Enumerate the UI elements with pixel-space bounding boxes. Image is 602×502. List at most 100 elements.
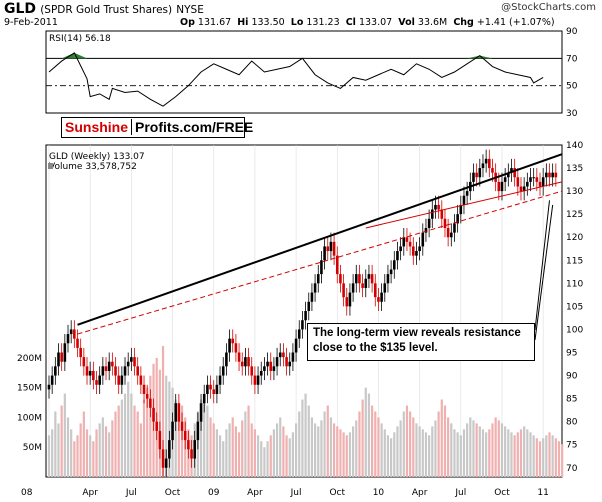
candle-body bbox=[47, 384, 51, 390]
candle-body bbox=[101, 366, 105, 376]
volume-bar bbox=[390, 438, 393, 477]
volume-bar bbox=[453, 429, 456, 477]
candle-body bbox=[548, 172, 551, 178]
rsi-tick-label: 70 bbox=[566, 54, 578, 64]
candle-body bbox=[85, 366, 89, 376]
candle-body bbox=[351, 283, 355, 293]
volume-bar bbox=[253, 429, 257, 477]
volume-bar bbox=[313, 423, 317, 477]
candle-body bbox=[79, 347, 82, 358]
copyright-link[interactable]: @StockCharts.com bbox=[501, 2, 596, 13]
candle-body bbox=[405, 237, 409, 242]
annotation-pointer-1 bbox=[534, 200, 550, 331]
candle-body bbox=[240, 361, 244, 367]
volume-bar bbox=[288, 438, 291, 477]
price-tick-label: 120 bbox=[566, 233, 583, 243]
volume-bar bbox=[146, 387, 149, 477]
candle-body bbox=[57, 352, 60, 367]
volume-bar bbox=[136, 411, 139, 477]
rsi-overbought-fill bbox=[61, 52, 75, 59]
volume-bar bbox=[371, 405, 374, 477]
candle-body bbox=[392, 260, 396, 270]
candle-body bbox=[532, 177, 535, 179]
x-tick-label: Apr bbox=[82, 488, 98, 498]
volume-bar bbox=[342, 432, 345, 477]
candle-body bbox=[408, 241, 412, 247]
candle-body bbox=[92, 370, 95, 381]
x-tick-label: 09 bbox=[208, 488, 220, 498]
candle-body bbox=[453, 223, 456, 233]
price-tick-label: 110 bbox=[566, 279, 583, 289]
candle-body bbox=[377, 297, 380, 302]
candle-body bbox=[212, 389, 216, 394]
volume-bar bbox=[234, 426, 237, 477]
candle-body bbox=[481, 163, 485, 169]
candle-body bbox=[500, 181, 504, 192]
candle-body bbox=[301, 320, 304, 330]
volume-bar bbox=[551, 435, 554, 477]
volume-bar bbox=[405, 405, 409, 477]
volume-bar bbox=[114, 411, 117, 477]
recent-trend-line bbox=[365, 181, 563, 229]
volume-bar bbox=[133, 405, 136, 477]
volume-bar bbox=[317, 426, 320, 477]
candle-body bbox=[133, 357, 136, 367]
candle-body bbox=[107, 361, 111, 371]
candle-body bbox=[383, 283, 387, 293]
watermark-logo[interactable]: Sunshine Profits.com/FREE bbox=[61, 117, 253, 138]
volume-bar bbox=[199, 399, 203, 477]
price-tick-label: 125 bbox=[566, 210, 583, 220]
candle-body bbox=[415, 251, 418, 256]
volume-bar bbox=[434, 420, 437, 477]
volume-bar bbox=[92, 441, 95, 477]
chart-date: 9-Feb-2011 bbox=[4, 17, 58, 28]
low-value: 131.23 bbox=[306, 17, 340, 28]
channel-trend-line bbox=[77, 190, 563, 335]
candle-body bbox=[282, 352, 285, 358]
price-tick-label: 130 bbox=[566, 187, 583, 197]
candle-body bbox=[503, 177, 507, 182]
volume-bar bbox=[272, 429, 276, 477]
candle-body bbox=[478, 168, 482, 178]
volume-tick-label: 50M bbox=[23, 443, 42, 453]
candle-body bbox=[171, 421, 174, 441]
candle-body bbox=[304, 311, 307, 321]
volume-bar bbox=[440, 399, 443, 477]
volume-bar bbox=[437, 411, 440, 477]
candle-body bbox=[361, 283, 364, 288]
candle-body bbox=[152, 407, 155, 422]
candle-body bbox=[332, 241, 336, 256]
price-tick-label: 135 bbox=[566, 164, 583, 174]
candle-body bbox=[269, 361, 273, 371]
candle-body bbox=[370, 274, 374, 284]
volume-bar bbox=[79, 423, 82, 477]
volume-bar bbox=[538, 441, 542, 477]
price-tick-label: 75 bbox=[566, 441, 577, 451]
candle-body bbox=[111, 361, 114, 367]
x-tick-label: Jul bbox=[290, 488, 302, 498]
volume-bar bbox=[82, 411, 85, 477]
quote-line: Op 131.67 Hi 133.50 Lo 131.23 Cl 133.07 … bbox=[180, 17, 555, 28]
x-tick-label: Oct bbox=[165, 488, 181, 498]
volume-bar bbox=[142, 399, 146, 477]
volume-legend-swatch bbox=[48, 163, 53, 169]
candle-body bbox=[424, 228, 428, 233]
volume-bar bbox=[466, 423, 469, 477]
volume-bar bbox=[57, 423, 60, 477]
candle-body bbox=[446, 228, 450, 238]
volume-bar bbox=[225, 429, 228, 477]
candle-body bbox=[459, 204, 463, 215]
candle-body bbox=[183, 430, 187, 441]
price-legend: GLD (Weekly) 133.07 bbox=[49, 152, 145, 162]
volume-bar bbox=[472, 420, 475, 477]
volume-bar bbox=[174, 399, 177, 477]
candle-body bbox=[263, 366, 266, 371]
volume-bar bbox=[478, 426, 481, 477]
candle-body bbox=[449, 232, 453, 238]
rsi-legend: RSI(14) 56.18 bbox=[49, 34, 111, 44]
open-value: 131.67 bbox=[197, 17, 232, 28]
volume-bar bbox=[301, 399, 304, 477]
volume-bar bbox=[554, 438, 557, 477]
volume-bar bbox=[263, 447, 266, 477]
volume-bar bbox=[244, 411, 247, 477]
